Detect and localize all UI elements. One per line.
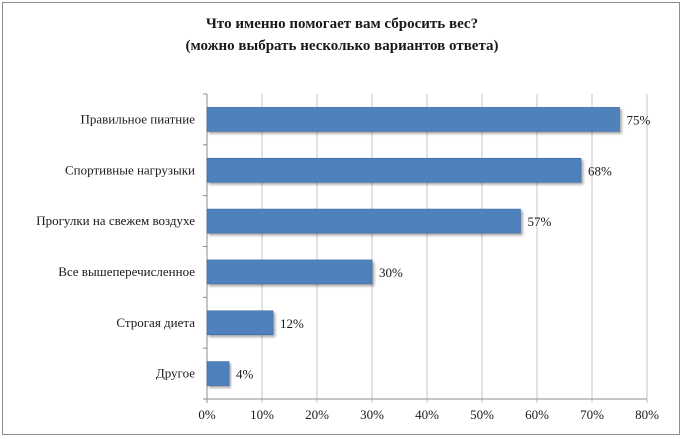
bar-2 <box>206 208 521 234</box>
bar-5 <box>206 361 230 386</box>
category-label: Другое <box>156 366 195 381</box>
category-label: Прогулки на свежем воздухе <box>36 213 195 228</box>
data-label: 30% <box>379 265 403 280</box>
bar-4 <box>206 310 274 336</box>
x-tick-label: 10% <box>250 407 274 422</box>
x-tick-label: 30% <box>360 407 384 422</box>
x-tick-label: 0% <box>198 407 216 422</box>
x-tick-label: 60% <box>525 407 549 422</box>
labels: 0% 10% 20% 30% 40% 50% 60% 70% 80% Правильное пиа… <box>36 111 659 422</box>
data-label: 4% <box>236 367 254 382</box>
x-tick-label: 70% <box>580 407 604 422</box>
data-label: 75% <box>627 112 651 127</box>
category-label: Строгая диета <box>116 315 195 330</box>
data-label: 57% <box>528 214 552 229</box>
bar-1 <box>206 157 582 183</box>
category-label: Правильное пиатние <box>80 111 195 126</box>
x-tick-label: 50% <box>470 407 494 422</box>
x-tick-label: 40% <box>415 407 439 422</box>
x-tick-label: 80% <box>635 407 659 422</box>
category-label: Все вышеперечисленное <box>58 264 195 279</box>
chart-title: Что именно помогает вам сбросить вес? <box>205 16 479 32</box>
data-label: 68% <box>588 163 612 178</box>
grid-lines <box>203 93 648 403</box>
bar-0 <box>206 107 620 132</box>
chart-subtitle: (можно выбрать несколько вариантов ответ… <box>185 38 499 54</box>
bar-3 <box>206 259 373 285</box>
category-label: Спортивные нагрузыки <box>65 162 195 177</box>
bars <box>206 107 620 386</box>
data-label: 12% <box>280 316 304 331</box>
x-tick-label: 20% <box>305 407 329 422</box>
